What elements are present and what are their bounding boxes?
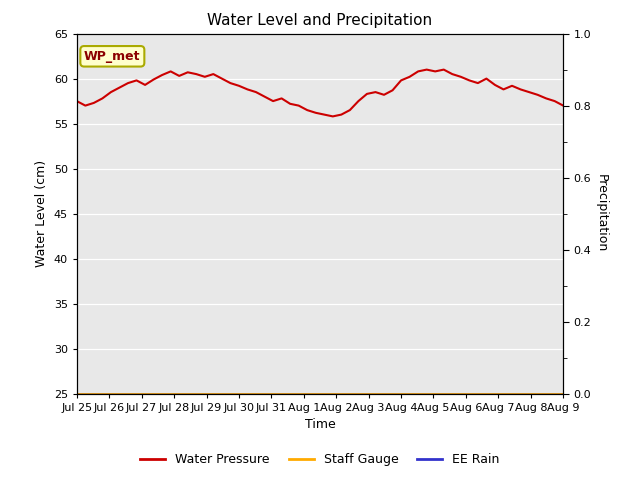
Y-axis label: Water Level (cm): Water Level (cm) bbox=[35, 160, 48, 267]
Legend: Water Pressure, Staff Gauge, EE Rain: Water Pressure, Staff Gauge, EE Rain bbox=[136, 448, 504, 471]
Text: WP_met: WP_met bbox=[84, 50, 141, 63]
Y-axis label: Precipitation: Precipitation bbox=[595, 174, 608, 253]
X-axis label: Time: Time bbox=[305, 418, 335, 431]
Title: Water Level and Precipitation: Water Level and Precipitation bbox=[207, 13, 433, 28]
